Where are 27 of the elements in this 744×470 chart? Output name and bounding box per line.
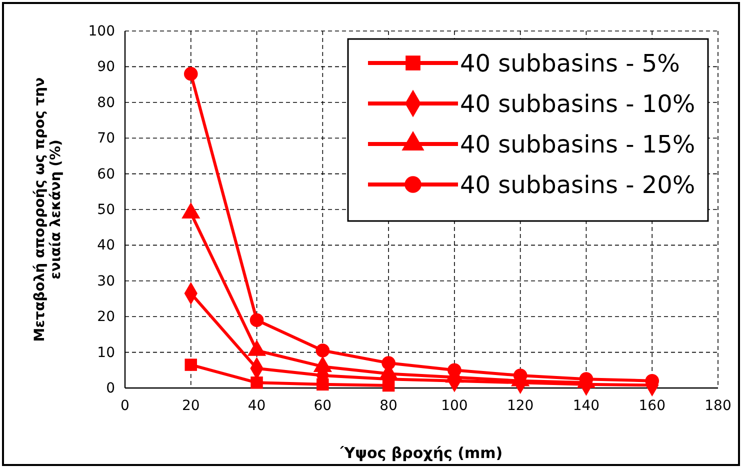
- x-tick-label: 160: [638, 398, 666, 414]
- y-tick-label: 10: [97, 344, 115, 361]
- y-tick-label: 40: [97, 238, 115, 254]
- y-tick-label: 20: [97, 309, 115, 326]
- y-tick-label: 0: [106, 380, 115, 396]
- x-tick-label: 60: [314, 398, 332, 414]
- legend-label: 40 subbasins - 15%: [460, 130, 696, 158]
- legend-label: 40 subbasins - 5%: [460, 49, 680, 78]
- y-axis-title: Μεταβολή απορροής ως προς την ενιαία λεκάνη (%): [32, 77, 64, 342]
- x-tick-label: 120: [506, 398, 534, 414]
- x-tick-label: 40: [248, 398, 266, 414]
- x-axis-title: Ύψος βροχής (mm): [339, 444, 503, 462]
- x-tick-label: 100: [441, 398, 468, 414]
- y-tick-label: 100: [88, 23, 115, 40]
- y-tick-label: 80: [97, 94, 115, 111]
- legend-label: 40 subbasins - 10%: [460, 90, 696, 118]
- y-tick-label: 50: [97, 202, 115, 218]
- x-tick-label: 140: [572, 398, 600, 414]
- x-tick-label: 80: [380, 398, 398, 414]
- y-tick-label: 90: [97, 59, 115, 76]
- y-tick-label: 70: [97, 130, 115, 147]
- x-tick-label: 20: [182, 398, 200, 414]
- y-tick-label: 30: [97, 273, 115, 290]
- y-tick-label: 60: [97, 166, 115, 182]
- x-tick-label: 180: [704, 398, 732, 414]
- x-tick-label: 0: [120, 398, 130, 414]
- legend-label: 40 subbasins - 20%: [460, 170, 696, 199]
